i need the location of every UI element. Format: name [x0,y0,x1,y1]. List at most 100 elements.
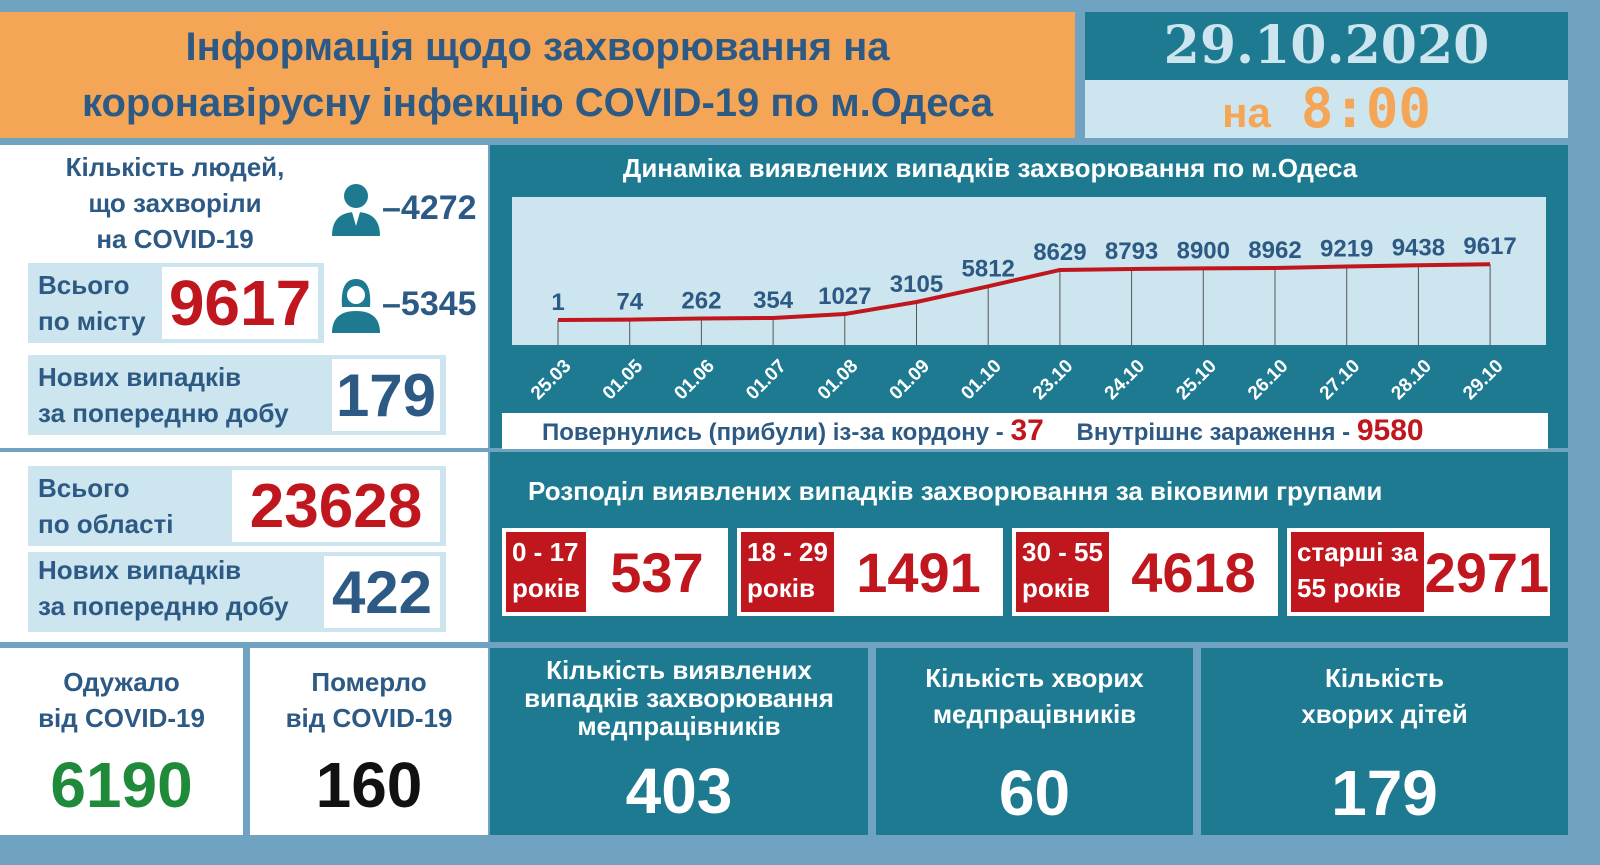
time-prefix: на [1222,89,1271,136]
med-cases-value: 403 [625,755,733,827]
time-value: 8:00 [1300,77,1431,140]
label-line: хворих дітей [1301,699,1468,729]
age-group-label: 30 - 55 років [1016,532,1109,612]
data-label: 9219 [1320,236,1373,263]
age-group-value: 537 [610,540,704,604]
male-count: –4272 [382,189,477,227]
label-line: медпрацівників [577,711,781,741]
label-line: Одужало [63,667,180,697]
internal-value: 9580 [1356,414,1424,447]
x-tick-label: 01.07 [742,356,790,404]
label-line: років [1022,573,1090,603]
city-total-value: 9617 [162,267,318,339]
label-line: Кількість виявлених [546,655,812,685]
label-line: 30 - 55 [1022,537,1103,567]
label-line: Кількість [1324,663,1444,693]
x-tick-label: 01.10 [957,356,1005,404]
label-line: старші за [1297,537,1418,567]
med-cases-box: Кількість виявлених випадків захворювання… [490,648,868,835]
recovered-box: Одужало від COVID-19 6190 [0,648,243,835]
age-group: старші за 55 років 2971 [1287,528,1550,616]
label-line: 0 - 17 [512,537,579,567]
region-panel: Всього по області 23628 Нових випадків за … [0,452,488,642]
label-line: по області [38,509,174,539]
label-line: Всього [38,270,130,300]
med-cases-label: Кількість виявлених випадків захворювання… [490,656,868,740]
data-label: 1027 [818,283,871,310]
data-label: 9617 [1463,233,1516,260]
data-label: 9438 [1392,234,1445,261]
city-total-box: Всього по місту 9617 [28,263,324,343]
x-tick-label: 01.05 [599,355,648,404]
x-tick-label: 01.08 [814,356,862,404]
x-tick-label: 29.10 [1459,356,1507,404]
label-line: Нових випадків [38,555,242,585]
line-chart: 1 25.03 74 01.05 262 01.06 354 01.07 1027 01.08 31… [512,197,1546,404]
man-icon [332,184,380,236]
x-tick-label: 24.10 [1101,356,1149,404]
x-tick-label: 23.10 [1029,356,1077,404]
x-tick-label: 27.10 [1316,356,1364,404]
people-label: Кількість людей, що захворіли на COVID-19 [20,149,330,257]
city-new-label: Нових випадків за попередню добу [38,359,289,431]
x-tick-label: 25.03 [527,356,575,404]
data-label: 354 [753,287,794,314]
age-group: 18 - 29 років 1491 [737,528,1003,616]
med-sick-value: 60 [998,757,1071,829]
age-group: 30 - 55 років 4618 [1012,528,1278,616]
age-group-value: 2971 [1424,540,1550,604]
label-line: Нових випадків [38,362,242,392]
data-label: 5812 [962,255,1015,282]
x-tick-label: 01.09 [886,356,934,404]
x-tick-label: 28.10 [1387,356,1435,404]
region-new-value: 422 [324,556,440,628]
female-count: –5345 [382,285,477,323]
data-label: 8793 [1105,238,1158,265]
recovered-value: 6190 [50,749,193,821]
region-new-label: Нових випадків за попередню добу [38,552,289,624]
chart-panel: Динаміка виявлених випадків захворювання… [490,145,1568,449]
age-title: Розподіл виявлених випадків захворювання… [528,476,1383,506]
label-line: Кількість хворих [925,663,1144,693]
internal-label: Внутрішнє зараження - [1076,419,1351,446]
region-total-value: 23628 [232,470,440,542]
label-line: 18 - 29 [747,537,828,567]
data-label: 1 [551,289,564,316]
kids-label: Кількість хворих дітей [1201,660,1568,732]
label-line: за попередню добу [38,398,289,428]
kids-value: 179 [1331,757,1438,829]
returned-value: 37 [1010,414,1044,447]
age-group: 0 - 17 років 537 [502,528,728,616]
recovered-label: Одужало від COVID-19 [0,664,243,736]
plot-area [512,197,1546,345]
age-group-label: старші за 55 років [1291,532,1424,612]
report-time: на 8:00 [1085,80,1568,138]
data-label: 8900 [1177,237,1230,264]
label-line: випадків захворювання [524,683,834,713]
city-total-label: Всього по місту [38,267,146,339]
label-line: років [512,573,580,603]
x-tick-label: 01.06 [670,356,718,404]
title-line: Інформація щодо захворювання на [185,25,890,69]
data-label: 8962 [1248,237,1301,264]
age-group-value: 4618 [1131,540,1256,604]
died-value: 160 [315,749,423,821]
label-line: від COVID-19 [285,703,453,733]
label-line: 55 років [1297,573,1402,603]
city-panel: Кількість людей, що захворіли на COVID-19 … [0,145,488,448]
med-sick-label: Кількість хворих медпрацівників [876,660,1193,732]
report-date: 29.10.2020 [1085,12,1568,80]
age-group-label: 18 - 29 років [741,532,834,612]
label-line: на COVID-19 [96,224,254,254]
region-new-box: Нових випадків за попередню добу 422 [28,552,446,632]
label-line: що захворіли [88,188,262,218]
x-tick-label: 25.10 [1172,356,1220,404]
region-total-box: Всього по області 23628 [28,466,446,546]
data-label: 262 [681,287,721,314]
kids-box: Кількість хворих дітей 179 [1201,648,1568,835]
label-line: по місту [38,306,146,336]
age-group-label: 0 - 17 років [506,532,586,612]
died-label: Померло від COVID-19 [250,664,488,736]
city-new-value: 179 [332,359,440,431]
label-line: Кількість людей, [65,152,285,182]
